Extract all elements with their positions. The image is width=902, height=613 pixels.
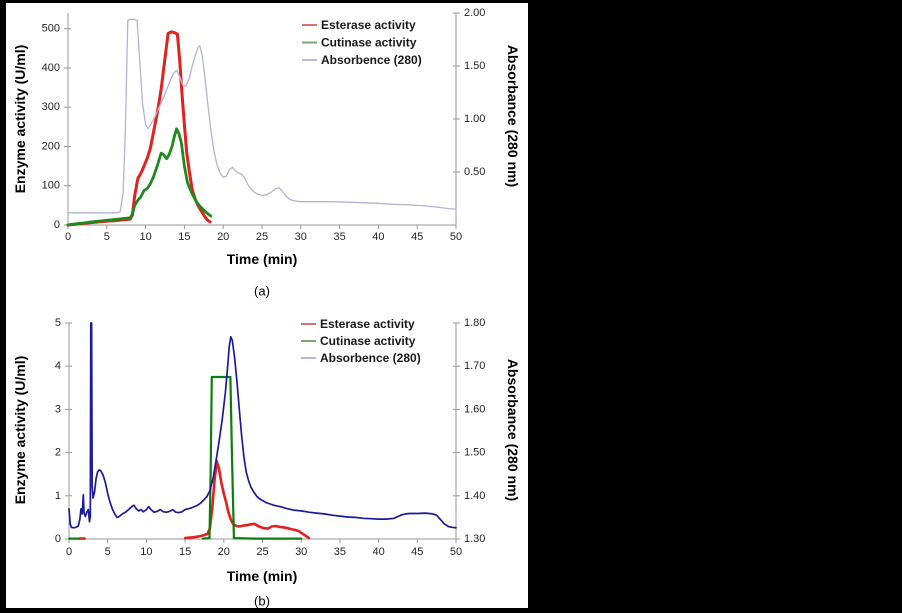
y-right-tick-label: 1.40 (464, 490, 485, 502)
y-left-tick-label: 1 (55, 490, 61, 502)
y-right-tick-label: 1.30 (464, 533, 485, 545)
x-tick-label: 10 (139, 231, 151, 243)
y-left-axis-title: Enzyme activity (U/ml) (12, 356, 28, 505)
x-tick-label: 0 (65, 231, 71, 243)
y-left-tick-label: 400 (42, 62, 60, 74)
y-left-tick-label: 500 (42, 23, 60, 35)
legend-label-esterase-activity: Esterase activity (321, 18, 416, 32)
legend-label-cutinase-activity: Cutinase activity (321, 36, 417, 50)
x-axis-title: Time (min) (227, 251, 298, 267)
legend-label-cutinase-activity: Cutinase activity (320, 334, 416, 348)
x-tick-label: 0 (66, 546, 72, 558)
y-right-tick-label: 1.50 (464, 447, 485, 459)
x-tick-label: 50 (450, 231, 462, 243)
y-left-tick-label: 200 (42, 140, 60, 152)
x-tick-label: 40 (372, 231, 384, 243)
x-tick-label: 5 (105, 546, 111, 558)
y-right-tick-label: 1.80 (464, 317, 485, 329)
x-tick-label: 15 (178, 231, 190, 243)
legend-label-absorbence-280: Absorbence (280) (321, 53, 422, 67)
y-right-tick-label: 0.50 (464, 166, 485, 178)
x-tick-label: 45 (411, 546, 423, 558)
x-tick-label: 10 (140, 546, 152, 558)
x-tick-label: 35 (333, 231, 345, 243)
y-right-tick-label: 1.60 (464, 403, 485, 415)
x-tick-label: 15 (179, 546, 191, 558)
series-line-absorbence-280 (68, 322, 457, 529)
y-left-tick-label: 2 (55, 447, 61, 459)
x-tick-label: 40 (372, 546, 384, 558)
x-tick-label: 30 (295, 231, 307, 243)
chart-caption: (a) (254, 284, 270, 299)
chart-caption: (b) (254, 594, 270, 609)
x-tick-label: 25 (256, 546, 268, 558)
y-right-tick-label: 1.70 (464, 360, 485, 372)
y-left-tick-label: 300 (42, 101, 60, 113)
y-right-tick-label: 1.00 (464, 113, 485, 125)
y-left-tick-label: 4 (55, 360, 61, 372)
x-tick-label: 30 (295, 546, 307, 558)
y-right-tick-label: 2.00 (464, 7, 485, 19)
series-line-cutinase-activity (201, 375, 303, 540)
x-tick-label: 45 (411, 231, 423, 243)
x-tick-label: 20 (217, 231, 229, 243)
chart-a: 0 100 200 300 400 500 0.50 1.00 1.50 2.00 0 5 10 15 20… (12, 7, 521, 299)
legend-label-esterase-activity: Esterase activity (320, 317, 415, 331)
x-tick-label: 20 (218, 546, 230, 558)
x-tick-label: 35 (334, 546, 346, 558)
series-line-esterase-activity (66, 30, 212, 227)
x-tick-label: 5 (104, 231, 110, 243)
y-right-axis-title: Absorbance (280 nm) (505, 45, 521, 187)
y-left-axis-title: Enzyme activity (U/ml) (12, 45, 28, 194)
y-left-tick-label: 0 (54, 219, 60, 231)
y-left-tick-label: 5 (55, 317, 61, 329)
legend-label-absorbence-280: Absorbence (280) (320, 351, 421, 365)
x-tick-label: 25 (256, 231, 268, 243)
y-left-tick-label: 0 (55, 533, 61, 545)
figure-panel: 0 100 200 300 400 500 0.50 1.00 1.50 2.00 0 5 10 15 20… (6, 3, 528, 608)
series-line-esterase-activity (183, 459, 311, 540)
x-tick-label: 50 (450, 546, 462, 558)
series-line-cutinase-activity (66, 127, 213, 227)
y-left-tick-label: 3 (55, 403, 61, 415)
series-line-absorbence-280 (67, 18, 457, 214)
x-axis-title: Time (min) (227, 568, 298, 584)
y-left-tick-label: 100 (42, 180, 60, 192)
y-right-axis-title: Absorbance (280 nm) (505, 359, 521, 501)
y-right-tick-label: 1.50 (464, 60, 485, 72)
